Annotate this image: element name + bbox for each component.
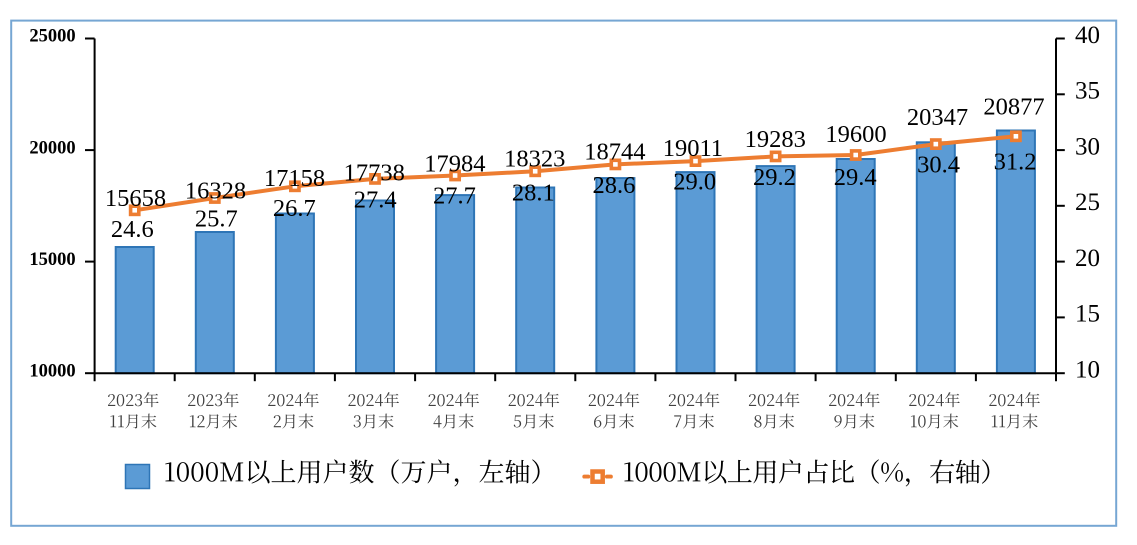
svg-text:20000: 20000 bbox=[29, 138, 75, 158]
svg-text:18323: 18323 bbox=[504, 146, 565, 173]
svg-text:19600: 19600 bbox=[825, 121, 886, 148]
svg-text:18744: 18744 bbox=[584, 139, 645, 166]
svg-text:40: 40 bbox=[1075, 22, 1100, 49]
svg-text:30.4: 30.4 bbox=[917, 152, 960, 179]
svg-text:20347: 20347 bbox=[907, 104, 968, 131]
svg-text:17984: 17984 bbox=[424, 151, 485, 178]
svg-text:20877: 20877 bbox=[983, 94, 1044, 121]
svg-text:30: 30 bbox=[1075, 133, 1100, 160]
svg-text:29.4: 29.4 bbox=[834, 164, 877, 191]
svg-text:20: 20 bbox=[1075, 245, 1100, 272]
svg-text:27.7: 27.7 bbox=[433, 182, 476, 209]
svg-text:10000: 10000 bbox=[29, 361, 75, 381]
svg-text:17738: 17738 bbox=[344, 159, 405, 186]
svg-text:25.7: 25.7 bbox=[195, 206, 238, 233]
svg-text:25000: 25000 bbox=[29, 27, 75, 47]
svg-text:28.6: 28.6 bbox=[592, 172, 635, 199]
svg-text:19283: 19283 bbox=[745, 126, 806, 153]
svg-text:26.7: 26.7 bbox=[273, 195, 316, 222]
svg-text:24.6: 24.6 bbox=[111, 216, 154, 243]
svg-text:15000: 15000 bbox=[29, 250, 75, 270]
svg-text:29.0: 29.0 bbox=[673, 169, 716, 196]
svg-text:29.2: 29.2 bbox=[753, 164, 796, 191]
svg-text:10: 10 bbox=[1075, 357, 1100, 384]
svg-text:31.2: 31.2 bbox=[994, 148, 1037, 175]
svg-text:19011: 19011 bbox=[663, 135, 723, 162]
svg-text:25: 25 bbox=[1075, 189, 1100, 216]
svg-text:17158: 17158 bbox=[264, 165, 325, 192]
svg-text:28.1: 28.1 bbox=[512, 180, 555, 207]
svg-text:35: 35 bbox=[1075, 78, 1100, 105]
svg-text:16328: 16328 bbox=[185, 177, 246, 204]
svg-text:15658: 15658 bbox=[105, 185, 166, 212]
svg-text:15: 15 bbox=[1075, 301, 1100, 328]
svg-text:27.4: 27.4 bbox=[354, 187, 397, 214]
